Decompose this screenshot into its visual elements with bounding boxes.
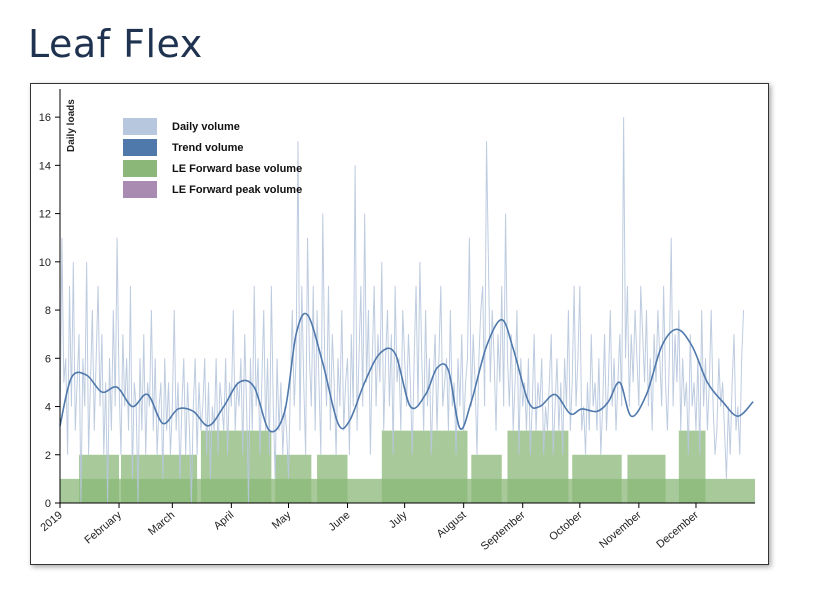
y-tick-label-4: 4 bbox=[45, 402, 51, 414]
trend-volume-line bbox=[59, 312, 754, 433]
x-tick-label-december: December bbox=[654, 509, 701, 551]
daily-volume-line bbox=[59, 117, 745, 504]
base-volume-block-6 bbox=[381, 430, 468, 503]
x-tick-label-april: April bbox=[212, 509, 237, 532]
base-volume-block-1 bbox=[79, 454, 120, 503]
y-tick-label-12: 12 bbox=[39, 209, 51, 221]
x-tick-label-march: March bbox=[146, 509, 177, 538]
y-tick-label-14: 14 bbox=[39, 160, 51, 172]
x-tick-label-february: February bbox=[83, 509, 125, 547]
base-volume-block-9 bbox=[572, 454, 622, 503]
base-volume-block-11 bbox=[678, 430, 706, 503]
x-tick-label-june: June bbox=[326, 509, 352, 534]
legend-label-3: LE Forward peak volume bbox=[172, 184, 302, 196]
base-volume-block-5 bbox=[317, 454, 348, 503]
y-tick-label-8: 8 bbox=[45, 305, 51, 317]
x-tick-label-october: October bbox=[547, 509, 585, 544]
base-volume-block-4 bbox=[275, 454, 312, 503]
chart-frame: 0 2 4 6 8 10 12 14 16 2019 February March April May Ju… bbox=[30, 83, 769, 565]
legend-swatch-0 bbox=[123, 118, 157, 135]
x-tick-label-2019: 2019 bbox=[38, 509, 64, 534]
legend-swatch-3 bbox=[123, 181, 157, 198]
x-tick-label-july: July bbox=[387, 509, 410, 531]
x-tick-label-august: August bbox=[435, 509, 469, 540]
trend-volume-layer bbox=[59, 312, 754, 433]
legend-label-2: LE Forward base volume bbox=[172, 163, 302, 175]
base-volume-block-10 bbox=[627, 454, 666, 503]
x-tick-label-november: November bbox=[597, 509, 644, 551]
base-volume-block-8 bbox=[507, 430, 569, 503]
y-tick-label-2: 2 bbox=[45, 450, 51, 462]
legend-swatch-2 bbox=[123, 160, 157, 177]
legend-label-1: Trend volume bbox=[172, 142, 244, 154]
y-tick-label-16: 16 bbox=[39, 112, 51, 124]
chart-legend: Daily volume Trend volume LE Forward base … bbox=[123, 118, 302, 198]
daily-loads-chart: 0 2 4 6 8 10 12 14 16 2019 February March April May Ju… bbox=[38, 89, 755, 553]
daily-volume-layer bbox=[59, 117, 745, 504]
y-tick-label-0: 0 bbox=[45, 498, 51, 510]
legend-label-0: Daily volume bbox=[172, 121, 240, 133]
base-volume-block-7 bbox=[471, 454, 502, 503]
legend-swatch-1 bbox=[123, 139, 157, 156]
x-tick-label-may: May bbox=[270, 509, 294, 532]
y-tick-label-6: 6 bbox=[45, 353, 51, 365]
page-title: Leaf Flex bbox=[28, 22, 203, 66]
x-tick-label-september: September bbox=[479, 509, 528, 553]
base-volume-block-2 bbox=[120, 454, 198, 503]
base-volume-layer bbox=[60, 430, 755, 503]
y-axis-label: Daily loads bbox=[66, 99, 77, 152]
y-tick-label-10: 10 bbox=[39, 257, 51, 269]
